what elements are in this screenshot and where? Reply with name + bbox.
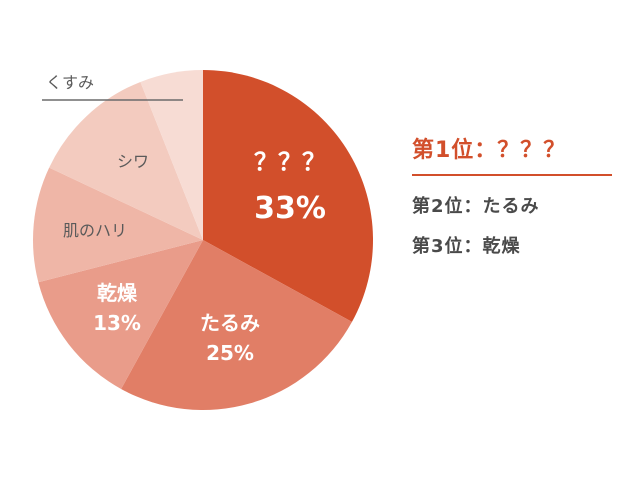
slice-value-1: 25%	[206, 341, 254, 365]
slice-value-2: 13%	[93, 311, 141, 335]
pie-slice-0	[203, 70, 374, 322]
slice-label-5: くすみ	[46, 73, 94, 92]
slice-label-3: 肌のハリ	[63, 221, 127, 240]
pie-slice-1	[121, 240, 352, 411]
slice-label-4: シワ	[117, 152, 149, 171]
ranking-first: 第1位：？？？	[412, 132, 612, 176]
ranking-third: 第3位：乾燥	[412, 236, 521, 257]
slice-label-1: たるみ	[200, 311, 260, 335]
pie-slice-3	[32, 167, 203, 283]
ranking-second: 第2位：たるみ	[412, 196, 540, 217]
ranking-panel: 第1位：？？？ 第2位：たるみ 第3位：乾燥	[412, 132, 612, 258]
pie-slice-2	[38, 240, 203, 389]
pie-slice-4	[49, 81, 204, 241]
slice-label-2: 乾燥	[97, 281, 138, 305]
pie-slice-5	[140, 70, 203, 240]
slice-value-0: 33%	[254, 191, 326, 226]
slice-label-0: ？？？	[254, 148, 326, 176]
